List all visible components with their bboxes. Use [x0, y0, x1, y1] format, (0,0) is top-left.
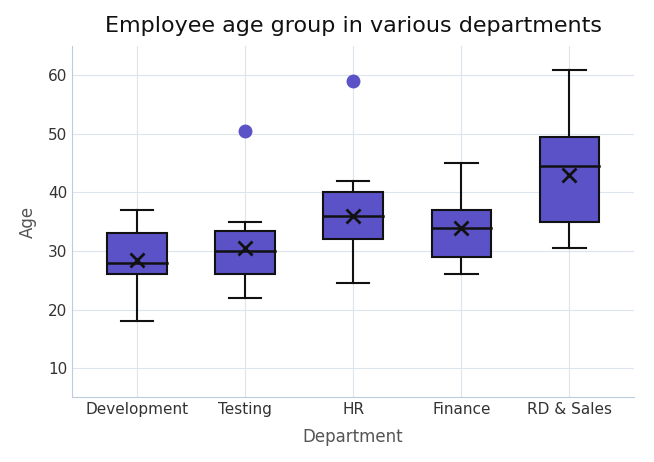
X-axis label: Department: Department — [303, 428, 404, 446]
Y-axis label: Age: Age — [18, 206, 37, 238]
Bar — [107, 233, 167, 274]
Bar — [432, 210, 491, 257]
Bar — [215, 231, 275, 274]
Bar — [324, 193, 383, 239]
Bar — [540, 137, 599, 222]
Title: Employee age group in various departments: Employee age group in various department… — [105, 16, 602, 36]
